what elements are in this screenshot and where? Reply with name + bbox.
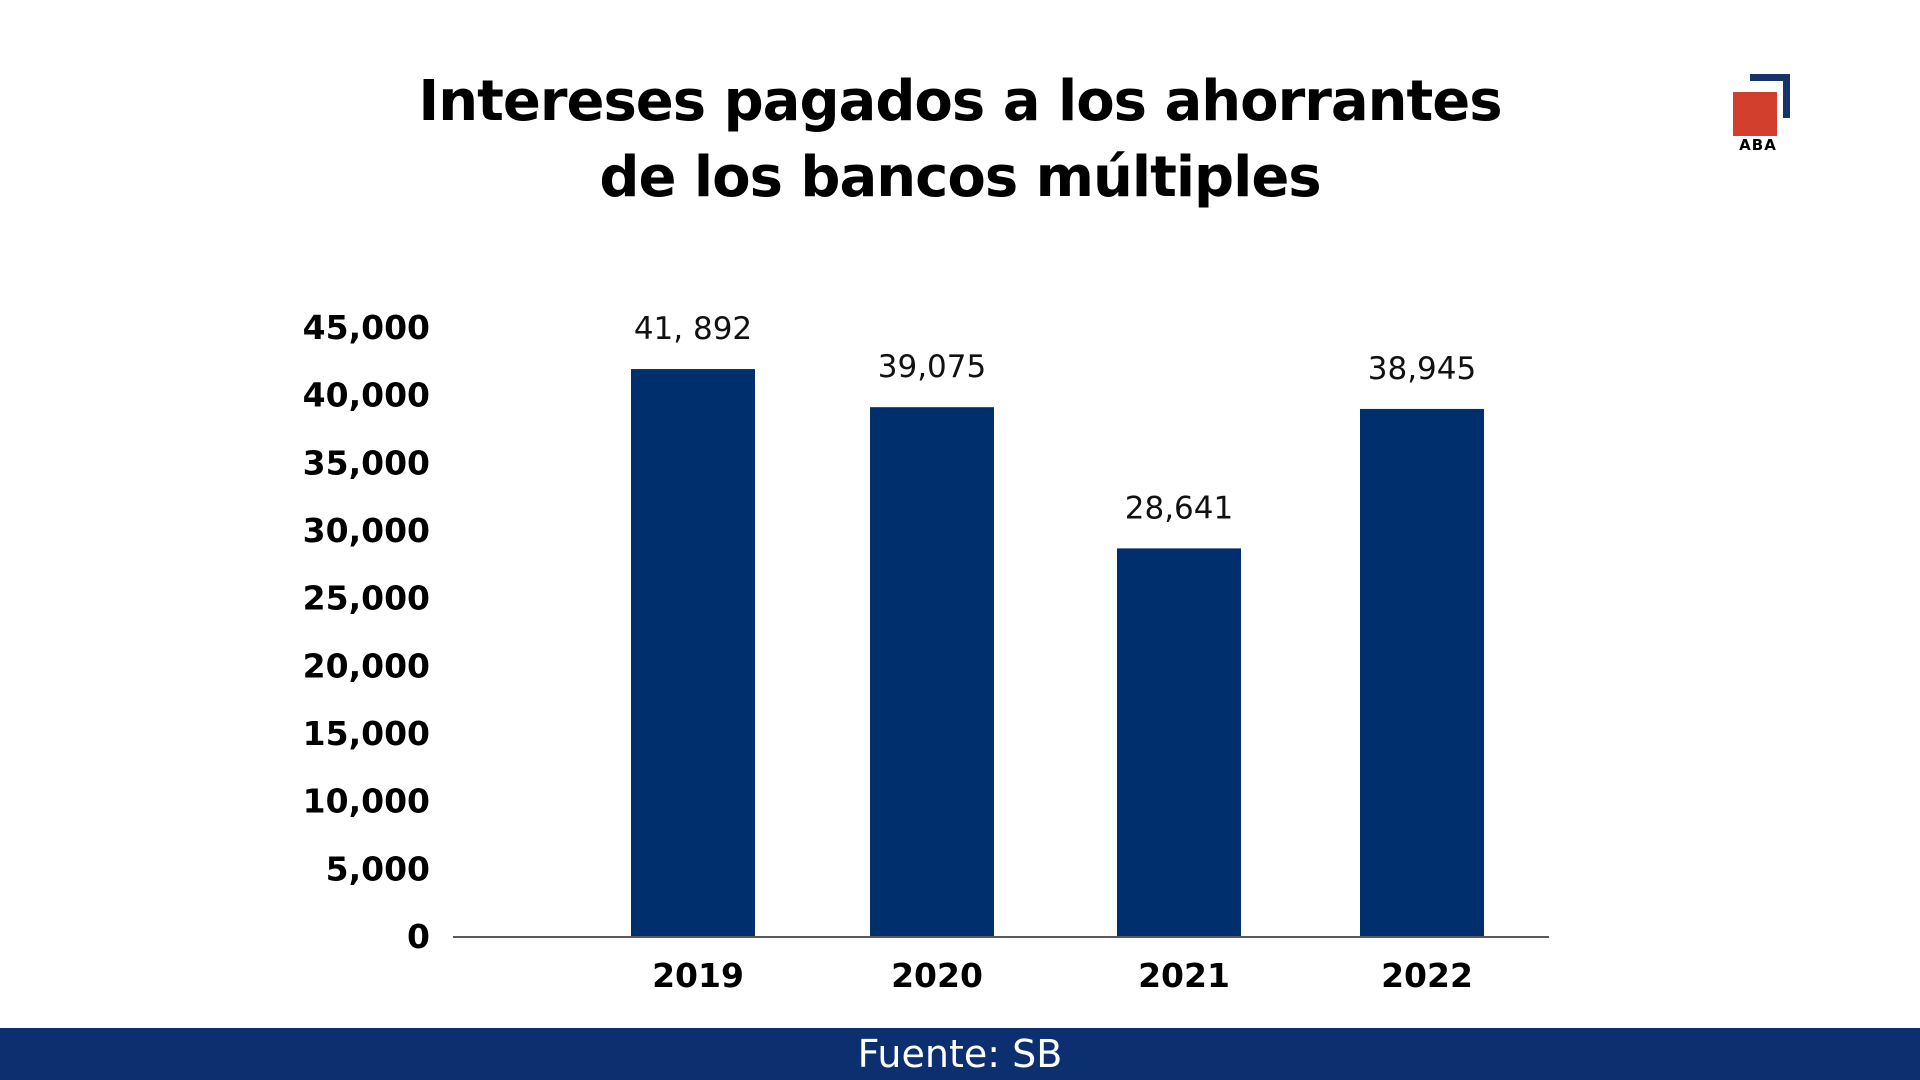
y-tick-label: 25,000 <box>303 579 430 618</box>
chart-title: Intereses pagados a los ahorrantes de lo… <box>0 64 1920 216</box>
y-tick-label: 20,000 <box>303 646 430 685</box>
logo-bracket-icon <box>1750 74 1790 118</box>
bar-2022 <box>1360 408 1484 936</box>
x-tick-label-2020: 2020 <box>891 956 983 995</box>
x-tick-label-2022: 2022 <box>1381 956 1473 995</box>
y-tick-label: 0 <box>407 917 430 956</box>
x-tick-label-2019: 2019 <box>652 956 744 995</box>
logo-text: ABA <box>1739 136 1777 154</box>
bar-chart: 0 5,000 10,000 15,000 20,000 25,000 30,000 35,0… <box>303 308 1549 995</box>
x-tick-label-2021: 2021 <box>1138 956 1230 995</box>
y-tick-label: 35,000 <box>303 443 430 482</box>
logo-square-icon <box>1733 92 1777 136</box>
chart-title-line-1: Intereses pagados a los ahorrantes <box>418 69 1502 134</box>
y-tick-label: 5,000 <box>326 849 430 888</box>
y-tick-label: 45,000 <box>303 308 430 347</box>
y-tick-label: 30,000 <box>303 511 430 550</box>
data-label-2022: 38,945 <box>1368 351 1476 387</box>
data-label-2019: 41, 892 <box>634 311 752 347</box>
y-tick-label: 10,000 <box>303 782 430 821</box>
bar-2020 <box>870 407 994 936</box>
bar-2021 <box>1117 548 1241 936</box>
source-text: Fuente: SB <box>857 1032 1063 1076</box>
chart-title-line-2: de los bancos múltiples <box>599 145 1321 210</box>
source-footer: Fuente: SB <box>0 1028 1920 1080</box>
y-tick-label: 15,000 <box>303 714 430 753</box>
data-label-2021: 28,641 <box>1125 490 1233 526</box>
aba-logo: ABA <box>1730 70 1820 160</box>
bar-2019 <box>631 369 755 936</box>
data-label-2020: 39,075 <box>878 349 986 385</box>
y-tick-label: 40,000 <box>303 376 430 415</box>
